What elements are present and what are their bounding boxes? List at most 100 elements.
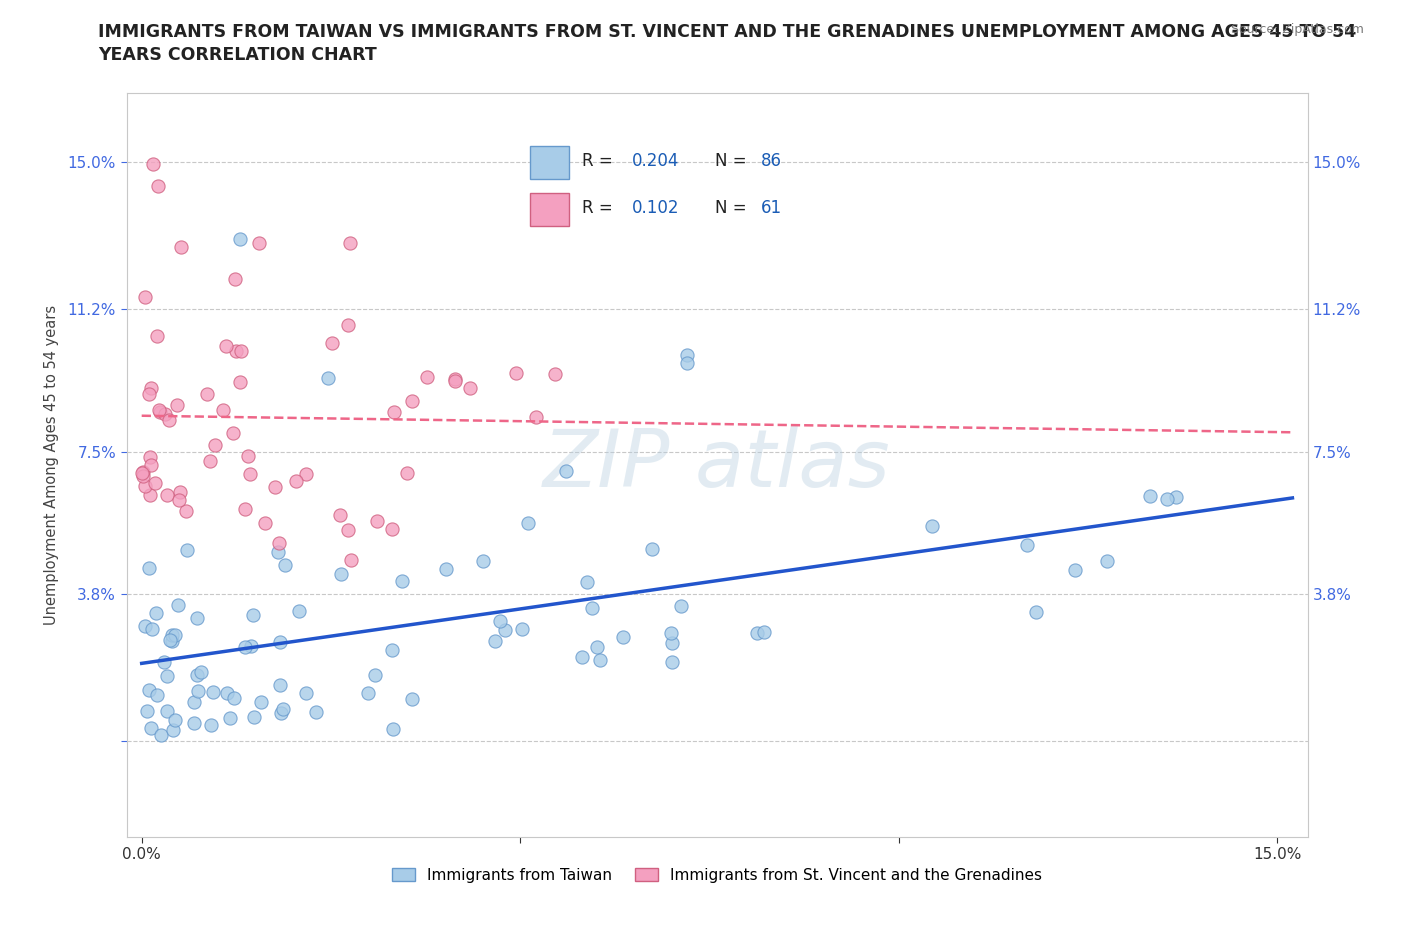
Point: [156, 487, 179, 502]
Point: [494, 623, 516, 638]
Point: [250, 695, 273, 710]
Point: [222, 425, 245, 440]
Point: [270, 706, 292, 721]
Point: [1015, 538, 1038, 552]
Point: [269, 678, 291, 693]
Legend: Immigrants from Taiwan, Immigrants from St. Vincent and the Grenadines: Immigrants from Taiwan, Immigrants from …: [385, 861, 1049, 889]
Point: [215, 339, 238, 353]
Point: [139, 487, 162, 502]
Point: [149, 405, 172, 419]
Point: [150, 727, 173, 742]
Point: [444, 374, 467, 389]
Point: [294, 467, 316, 482]
Point: [141, 458, 163, 472]
Point: [139, 720, 162, 735]
Point: [471, 553, 494, 568]
Point: [288, 604, 311, 618]
Point: [233, 639, 256, 654]
Point: [264, 480, 287, 495]
Point: [363, 668, 385, 683]
Point: [162, 723, 184, 737]
Point: [212, 403, 235, 418]
Point: [217, 686, 239, 701]
Point: [134, 478, 156, 493]
Point: [659, 626, 682, 641]
Point: [269, 536, 291, 551]
Point: [484, 633, 506, 648]
Point: [222, 690, 245, 705]
Point: [131, 469, 153, 484]
Point: [669, 598, 692, 613]
Point: [138, 386, 160, 401]
Point: [142, 156, 165, 171]
Text: YEARS CORRELATION CHART: YEARS CORRELATION CHART: [98, 46, 377, 64]
Point: [575, 575, 598, 590]
Point: [165, 627, 187, 642]
Point: [146, 179, 169, 193]
Point: [160, 634, 183, 649]
Point: [153, 406, 176, 421]
Point: [1064, 563, 1087, 578]
Point: [381, 522, 404, 537]
Point: [381, 643, 404, 658]
Point: [295, 686, 318, 701]
Point: [233, 502, 256, 517]
Point: [274, 558, 297, 573]
Point: [434, 562, 457, 577]
Point: [266, 544, 288, 559]
Text: Source: ZipAtlas.com: Source: ZipAtlas.com: [1230, 23, 1364, 36]
Point: [754, 624, 776, 639]
Point: [458, 380, 481, 395]
Point: [240, 638, 263, 653]
Point: [134, 618, 156, 633]
Point: [156, 669, 179, 684]
Point: [186, 611, 208, 626]
Point: [186, 668, 208, 683]
Point: [146, 328, 169, 343]
Point: [382, 722, 405, 737]
Point: [555, 464, 578, 479]
Point: [225, 343, 247, 358]
Point: [239, 467, 262, 482]
Point: [745, 625, 768, 640]
Point: [138, 560, 160, 575]
Point: [340, 552, 363, 567]
Point: [1139, 488, 1161, 503]
Text: IMMIGRANTS FROM TAIWAN VS IMMIGRANTS FROM ST. VINCENT AND THE GRENADINES UNEMPLO: IMMIGRANTS FROM TAIWAN VS IMMIGRANTS FRO…: [98, 23, 1357, 41]
Point: [159, 632, 181, 647]
Point: [285, 474, 308, 489]
Point: [200, 454, 222, 469]
Point: [204, 438, 226, 453]
Point: [166, 397, 188, 412]
Point: [321, 336, 343, 351]
Point: [510, 621, 533, 636]
Point: [131, 465, 153, 480]
Point: [138, 450, 160, 465]
Point: [163, 712, 186, 727]
Point: [166, 597, 188, 612]
Text: ZIP atlas: ZIP atlas: [543, 426, 891, 504]
Point: [571, 649, 593, 664]
Point: [139, 380, 162, 395]
Point: [401, 393, 423, 408]
Point: [156, 704, 179, 719]
Point: [229, 232, 252, 247]
Point: [183, 716, 205, 731]
Point: [174, 504, 197, 519]
Point: [195, 386, 218, 401]
Point: [148, 403, 170, 418]
Y-axis label: Unemployment Among Ages 45 to 54 years: Unemployment Among Ages 45 to 54 years: [45, 305, 59, 625]
Point: [1164, 490, 1187, 505]
Point: [200, 718, 222, 733]
Point: [391, 574, 413, 589]
Point: [524, 410, 547, 425]
Point: [1095, 553, 1118, 568]
Point: [228, 374, 250, 389]
Point: [416, 370, 439, 385]
Point: [675, 348, 697, 363]
Point: [339, 235, 361, 250]
Point: [138, 683, 160, 698]
Point: [675, 355, 697, 370]
Point: [661, 635, 683, 650]
Point: [169, 493, 191, 508]
